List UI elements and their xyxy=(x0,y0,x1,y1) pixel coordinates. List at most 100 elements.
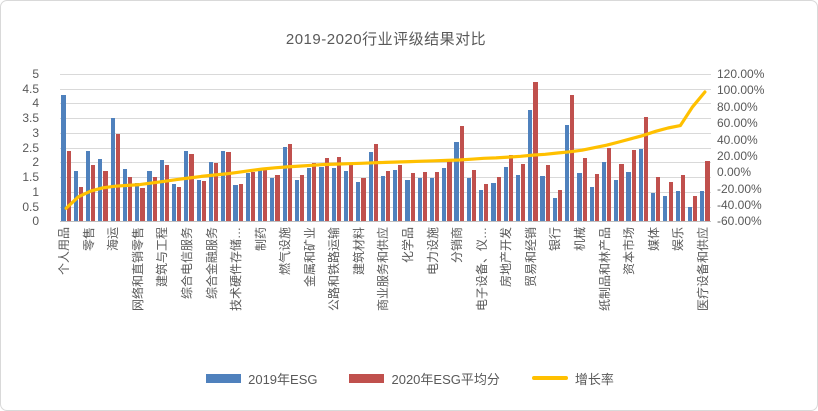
legend-item-2020: 2020年ESG平均分 xyxy=(349,369,500,388)
gridline xyxy=(60,118,711,120)
bar-2020-esg xyxy=(447,159,452,222)
bar-2019-esg xyxy=(479,190,484,222)
bar-2019-esg xyxy=(159,160,164,222)
bar-2019-esg xyxy=(700,190,705,222)
right-axis-tick: 0.00% xyxy=(717,165,752,180)
bar-2019-esg xyxy=(257,169,263,222)
bar-2020-esg xyxy=(582,158,587,222)
bar-2020-esg xyxy=(422,172,428,222)
gridline xyxy=(60,103,711,105)
bar-2019-esg xyxy=(663,195,668,222)
bar-2019-esg xyxy=(331,167,336,222)
x-axis-label: 资本市场 xyxy=(622,227,637,276)
y-axis-tick: 0 xyxy=(32,214,39,229)
y-axis-tick: 3.5 xyxy=(22,111,39,126)
bar-2020-esg xyxy=(386,171,391,222)
right-axis-tick: 120.00% xyxy=(717,67,765,81)
bar-2020-esg xyxy=(287,143,292,222)
legend: 2019年ESG 2020年ESG平均分 增长率 xyxy=(1,367,817,389)
legend-item-2019: 2019年ESG xyxy=(206,369,317,388)
gridline xyxy=(60,162,711,164)
y-axis-tick: 5 xyxy=(32,67,39,81)
bar-2019-esg xyxy=(282,146,287,222)
bar-2020-esg xyxy=(312,163,317,222)
x-axis-label: 贸易和经销 xyxy=(523,227,538,288)
x-axis-label: 银行 xyxy=(548,227,563,252)
x-axis-label: 制药 xyxy=(253,227,268,252)
bar-2020-esg xyxy=(570,95,575,222)
x-axis-label: 房地产开发 xyxy=(499,227,514,288)
bar-2020-esg xyxy=(164,164,170,222)
y-axis-tick: 0.5 xyxy=(22,199,39,214)
right-axis-tick: -60.00% xyxy=(717,214,762,229)
bar-2019-esg xyxy=(270,178,275,222)
x-axis-label: 海运 xyxy=(106,227,121,252)
bar-2019-esg xyxy=(528,110,533,222)
x-axis-label: 机械 xyxy=(573,227,588,252)
bar-2019-esg xyxy=(319,167,324,222)
bar-2020-esg xyxy=(66,150,71,222)
y-axis-tick: 2 xyxy=(32,155,39,170)
bar-2020-esg xyxy=(607,147,612,222)
bar-2020-esg xyxy=(349,165,354,222)
bar-2020-esg xyxy=(361,177,366,222)
x-axis-label: 商业服务和供应 xyxy=(376,227,391,312)
bar-2019-esg xyxy=(638,149,643,222)
bar-2020-esg xyxy=(103,171,108,222)
bar-2020-esg xyxy=(250,171,256,222)
bar-2019-esg xyxy=(393,169,398,222)
bar-2019-esg xyxy=(515,175,521,222)
gridline xyxy=(60,147,711,149)
x-axis-label: 电力设施 xyxy=(425,227,440,276)
bar-2019-esg xyxy=(687,206,693,222)
bar-2019-esg xyxy=(61,94,66,222)
x-axis-label: 分销商 xyxy=(450,227,465,264)
bar-2020-esg xyxy=(521,163,526,222)
bar-2020-esg xyxy=(693,195,698,222)
right-axis-tick: 100.00% xyxy=(717,83,765,98)
bar-2019-esg xyxy=(245,172,250,222)
x-axis-label: 个人用品 xyxy=(57,227,72,276)
bar-2019-esg xyxy=(405,180,410,222)
x-axis-label: 医疗设备和供应 xyxy=(695,227,710,312)
bar-2020-esg xyxy=(78,187,84,222)
bar-2020-esg xyxy=(275,175,280,222)
bar-2020-esg xyxy=(545,165,550,222)
bar-2019-esg xyxy=(135,182,140,222)
bar-2020-esg xyxy=(300,175,305,222)
x-axis-label: 建筑材料 xyxy=(351,227,366,276)
bar-2020-esg xyxy=(128,177,133,222)
bar-2019-esg xyxy=(540,176,545,222)
bar-2019-esg xyxy=(294,179,299,222)
right-axis-tick: 60.00% xyxy=(717,116,758,131)
legend-label-growth: 增长率 xyxy=(574,371,614,387)
bar-2019-esg xyxy=(675,190,680,222)
bar-2020-esg xyxy=(668,181,673,222)
bar-2019-esg xyxy=(184,151,189,222)
bar-2019-esg xyxy=(122,169,128,222)
bar-2019-esg xyxy=(552,197,557,222)
bar-2019-esg xyxy=(171,183,177,222)
bar-2020-esg xyxy=(656,177,661,222)
bar-2020-esg xyxy=(324,157,329,222)
bar-2020-esg xyxy=(226,151,231,222)
bar-2019-esg xyxy=(417,178,422,222)
bar-2019-esg xyxy=(466,177,471,222)
bar-2020-esg xyxy=(533,82,538,222)
bar-2020-esg xyxy=(435,171,440,222)
bar-2020-esg xyxy=(152,177,157,222)
y-axis-tick: 4.5 xyxy=(22,81,39,96)
x-axis-label: 网络和直销零售 xyxy=(130,227,145,312)
y-axis-tick: 1.5 xyxy=(22,170,39,185)
x-axis-label: 金属和矿业 xyxy=(302,227,317,288)
bar-2019-esg xyxy=(208,162,214,222)
legend-item-growth: 增长率 xyxy=(531,369,614,388)
bar-2020-esg xyxy=(459,126,464,222)
bar-2019-esg xyxy=(196,179,201,222)
y-axis-tick: 4 xyxy=(32,96,39,111)
x-axis-line xyxy=(60,221,711,223)
bar-2019-esg xyxy=(651,192,656,222)
y-axis-tick: 3 xyxy=(32,125,39,140)
bar-2019-esg xyxy=(343,171,349,222)
